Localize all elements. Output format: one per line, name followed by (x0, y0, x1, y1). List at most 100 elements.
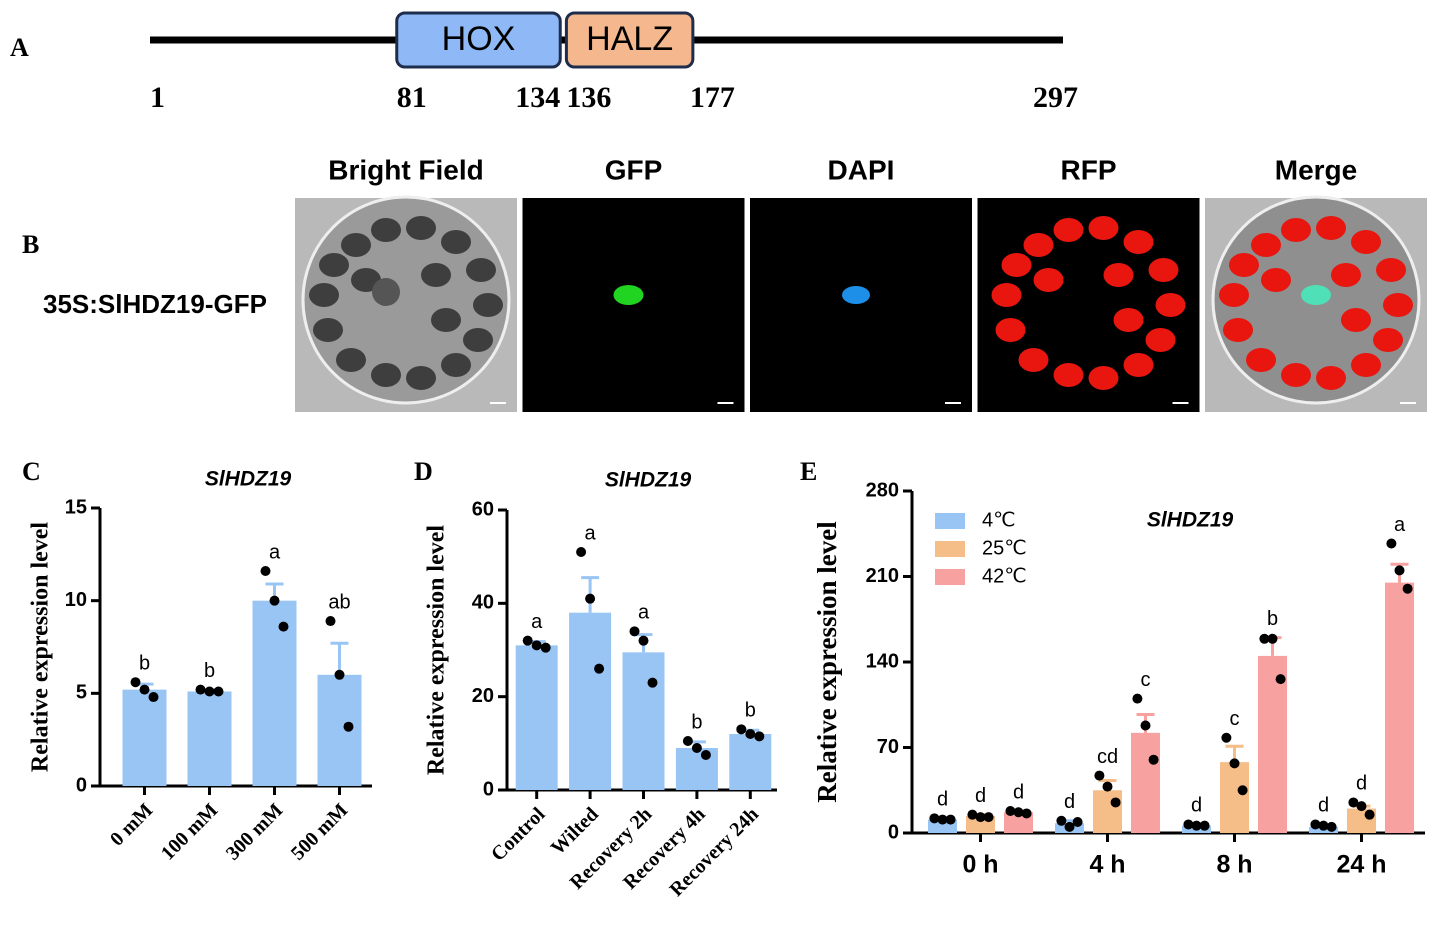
panel-label: C (22, 457, 41, 486)
x-tick-label: 8 h (1216, 851, 1252, 879)
chloroplast (441, 230, 471, 254)
bar (1131, 732, 1160, 833)
significance-letter: a (585, 522, 597, 544)
significance-letter: d (1318, 795, 1329, 817)
data-point (1267, 633, 1278, 644)
legend-swatch (935, 541, 965, 557)
bar (187, 691, 232, 786)
data-point (1402, 583, 1413, 594)
significance-letter: c (1141, 669, 1151, 691)
data-point (269, 595, 280, 606)
micrograph (750, 198, 972, 412)
data-point (334, 669, 345, 680)
chloroplast (1331, 263, 1361, 287)
chloroplast (341, 233, 371, 257)
chloroplast (473, 293, 503, 317)
significance-letter: ab (328, 591, 350, 613)
x-tick-label: 4 h (1089, 851, 1125, 879)
data-point (576, 547, 587, 557)
data-point (975, 812, 986, 823)
significance-letter: b (139, 652, 150, 674)
data-point (736, 724, 747, 735)
data-point (531, 640, 542, 651)
chloroplast (466, 258, 496, 282)
legend-label: 4℃ (982, 509, 1016, 531)
data-point (1056, 815, 1067, 826)
gfp-signal (613, 285, 644, 305)
domain-box (564, 11, 695, 69)
bar (675, 748, 718, 790)
chloroplast (1033, 268, 1064, 292)
chloroplast (431, 308, 461, 332)
column-title: Bright Field (328, 154, 484, 185)
bar (317, 674, 362, 786)
chloroplast (1018, 348, 1049, 372)
bar (252, 600, 297, 786)
domain-box (395, 11, 562, 69)
domain-name: HOX (442, 20, 516, 58)
chloroplast (441, 353, 471, 377)
y-tick-label: 140 (866, 650, 899, 672)
residue-label: 177 (690, 81, 735, 114)
chloroplast (1251, 233, 1281, 257)
data-point (1102, 781, 1113, 792)
chloroplast (1088, 366, 1119, 390)
y-tick-label: 40 (472, 592, 494, 614)
chloroplast (995, 318, 1026, 342)
data-point (1064, 821, 1075, 832)
data-point (1005, 806, 1016, 817)
y-tick-label: 70 (877, 736, 899, 758)
data-point (629, 626, 640, 637)
significance-letter: d (1013, 781, 1024, 803)
chloroplast (991, 283, 1022, 307)
domain-name: HALZ (586, 20, 673, 58)
chloroplast (313, 318, 343, 342)
nucleus (372, 278, 400, 306)
dapi-signal (842, 286, 870, 304)
bar (515, 645, 558, 790)
chloroplast (336, 348, 366, 372)
chloroplast (406, 366, 436, 390)
panel-label: E (800, 457, 817, 486)
gfp-signal (1301, 285, 1331, 305)
data-point (967, 809, 978, 820)
data-point (1072, 817, 1083, 828)
chloroplast (1223, 318, 1253, 342)
chloroplast (1281, 363, 1311, 387)
chloroplast (371, 363, 401, 387)
chloroplast (371, 218, 401, 242)
data-point (325, 616, 336, 627)
significance-letter: a (531, 611, 543, 633)
panel-label: D (414, 457, 433, 486)
x-tick-label: 0 h (962, 851, 998, 879)
y-axis-label: Relative expression level (812, 521, 842, 803)
y-tick-label: 10 (65, 589, 87, 611)
bar (622, 652, 665, 790)
chloroplast (1145, 328, 1176, 352)
data-point (1237, 785, 1248, 796)
chloroplast (1148, 258, 1179, 282)
y-tick-label: 15 (65, 496, 87, 518)
chloroplast (1123, 353, 1154, 377)
data-point (522, 635, 533, 646)
y-tick-label: 20 (472, 685, 494, 707)
chloroplast (406, 216, 436, 240)
residue-label: 1 (150, 81, 165, 114)
data-point (945, 814, 956, 825)
data-point (260, 566, 271, 577)
data-point (1183, 819, 1194, 830)
chloroplast (309, 283, 339, 307)
data-point (1356, 801, 1367, 812)
data-point (745, 729, 756, 739)
data-point (1326, 821, 1337, 832)
chloroplast (1113, 308, 1144, 332)
data-point (1191, 820, 1202, 831)
chloroplast (1316, 216, 1346, 240)
chart-title: SlHDZ19 (605, 469, 692, 492)
chloroplast (463, 328, 493, 352)
data-point (1199, 820, 1210, 831)
legend-swatch (935, 569, 965, 585)
chloroplast (1351, 353, 1381, 377)
data-point (1318, 820, 1329, 831)
chloroplast (1316, 366, 1346, 390)
